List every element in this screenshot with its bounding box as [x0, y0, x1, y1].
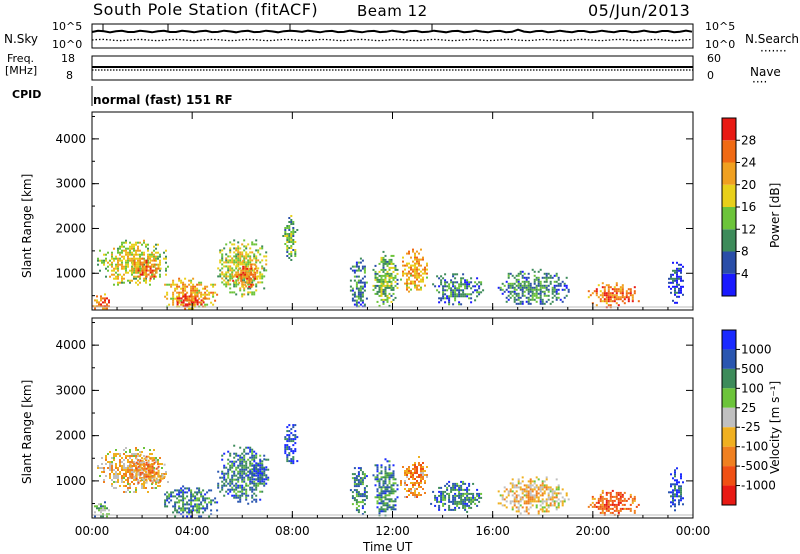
date-title: 05/Jun/2013: [588, 1, 691, 20]
velocity-xtick-label-1: 04:00: [175, 524, 210, 538]
nsearch-trace: [91, 38, 693, 42]
power-colorbar-label-5: 24: [741, 156, 756, 170]
power-echo-region-3: [176, 293, 207, 308]
nave-tick-top: 60: [707, 52, 721, 65]
nsky-strip-frame: [91, 23, 694, 49]
velocity-xtick-label-6: 00:00: [676, 524, 711, 538]
power-echo-region-8: [372, 250, 399, 307]
velocity-ytick-label-1: 2000: [55, 429, 86, 443]
power-echo-region-12: [587, 282, 640, 309]
velocity-echo-region-12: [668, 467, 684, 512]
velocity-colorbar-label-5: -100: [741, 440, 768, 454]
power-colorbar-segment-6: [722, 140, 736, 163]
power-ytick-label-3: 4000: [55, 132, 86, 146]
nsearch-tick-top: 10^5: [705, 20, 736, 33]
velocity-echo-region-9: [430, 480, 483, 513]
velocity-colorbar-label-3: 25: [741, 401, 756, 415]
velocity-colorbar-segment-1: [722, 349, 736, 369]
velocity-echo-region-11: [587, 489, 640, 516]
cpid-label: CPID: [12, 88, 42, 101]
power-colorbar-segment-3: [722, 207, 736, 230]
velocity-colorbar-segment-8: [722, 485, 736, 505]
power-colorbar-label-0: 4: [741, 267, 749, 281]
power-echo-region-6: [282, 215, 299, 261]
velocity-colorbar-frame: [721, 329, 737, 506]
velocity-colorbar-segment-4: [722, 407, 736, 428]
nave-tick-bottom: 0: [707, 69, 714, 82]
freq-label-line2: [MHz]: [5, 64, 38, 77]
power-ytick-label-0: 1000: [55, 266, 86, 280]
power-colorbar-segment-4: [722, 184, 736, 207]
velocity-colorbar-segment-7: [722, 466, 736, 486]
velocity-ytick-label-3: 4000: [55, 338, 86, 352]
velocity-ytick-label-0: 1000: [55, 474, 86, 488]
nave-legend-dots: ····: [752, 75, 768, 89]
velocity-colorbar-label-4: -25: [741, 420, 761, 434]
power-colorbar-label-1: 8: [741, 245, 749, 259]
velocity-xtick-label-5: 20:00: [576, 524, 611, 538]
power-colorbar-segment-0: [722, 273, 736, 296]
power-echo-region-10: [432, 273, 485, 306]
power-colorbar-segment-5: [722, 162, 736, 185]
velocity-xtick-label-2: 08:00: [275, 524, 310, 538]
velocity-colorbar-segment-0: [722, 330, 736, 350]
velocity-echo-region-10: [497, 476, 570, 515]
velocity-colorbar-label-7: -1000: [741, 479, 776, 493]
nave-label: Nave: [750, 65, 781, 79]
power-colorbar-label-3: 16: [741, 200, 756, 214]
velocity-echo-region-5: [284, 424, 299, 465]
velocity-colorbar-label-2: 100: [741, 381, 764, 395]
nsearch-legend-dots: ·······: [760, 44, 787, 58]
freq-tick-top: 18: [61, 52, 75, 65]
velocity-echo-region-8: [400, 456, 428, 498]
velocity-xtick-label-0: 00:00: [75, 524, 110, 538]
time-axis-label: Time UT: [363, 540, 413, 554]
velocity-colorbar-segment-3: [722, 388, 736, 408]
beam-title: Beam 12: [357, 2, 428, 20]
velocity-echo-region-2: [164, 485, 219, 518]
power-echo-region-7: [349, 257, 368, 308]
nsearch-label: N.Search: [745, 32, 800, 46]
power-colorbar-label-6: 28: [741, 133, 756, 147]
power-ytick-label-2: 3000: [55, 177, 86, 191]
power-colorbar-segment-7: [722, 118, 736, 141]
velocity-echo-region-6: [349, 467, 368, 516]
freq-label-line1: Freq.: [7, 52, 35, 65]
velocity-colorbar-segment-2: [722, 368, 736, 389]
freq-tick-bottom: 8: [66, 69, 73, 82]
velocity-colorbar-label-1: 500: [741, 362, 764, 376]
power-echo-region-5: [232, 259, 259, 288]
velocity-echo-region-4: [247, 458, 268, 485]
nsearch-tick-bottom: 10^0: [705, 38, 736, 51]
velocity-xtick-label-3: 12:00: [375, 524, 410, 538]
cpid-value: normal (fast) 151 RF: [93, 93, 233, 107]
power-colorbar-label-4: 20: [741, 178, 756, 192]
velocity-echo-region-7: [372, 458, 399, 517]
power-colorbar-segment-2: [722, 229, 736, 252]
power-echo-region-11: [497, 268, 570, 305]
velocity-xtick-label-4: 16:00: [475, 524, 510, 538]
power-echo-region-13: [668, 261, 684, 304]
velocity-colorbar-segment-5: [722, 427, 736, 447]
velocity-colorbar-segment-6: [722, 446, 736, 467]
velocity-ytick-label-2: 3000: [55, 383, 86, 397]
power-colorbar-segment-1: [722, 251, 736, 274]
nsky-tick-bottom: 10^0: [52, 38, 83, 51]
power-colorbar-label-2: 12: [741, 222, 756, 236]
velocity-echo-region-13: [94, 501, 110, 518]
power-ytick-label-1: 2000: [55, 221, 86, 235]
power-echo-region-14: [92, 293, 110, 310]
velocity-echo-region-1: [129, 453, 166, 484]
power-echo-region-1: [131, 257, 162, 280]
velocity-colorbar-label-0: 1000: [741, 342, 772, 356]
nsky-trace: [91, 28, 693, 34]
power-echo-region-9: [400, 248, 428, 293]
velocity-colorbar-label-6: -500: [741, 459, 768, 473]
nsky-tick-top: 10^5: [52, 20, 83, 33]
station-title: South Pole Station (fitACF): [93, 0, 319, 19]
nsky-label: N.Sky: [4, 32, 39, 46]
